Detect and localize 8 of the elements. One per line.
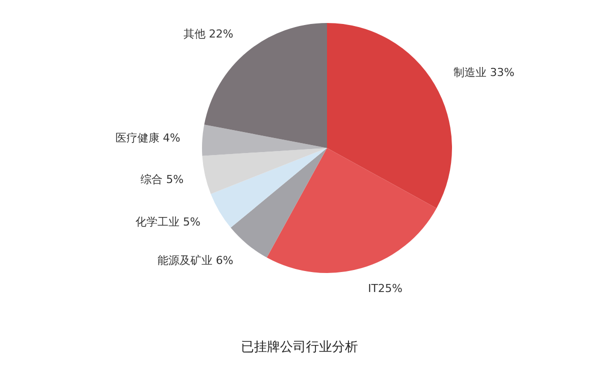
slice-label: 化学工业 5%: [136, 216, 200, 229]
text: 已挂牌公司行业分析: [240, 339, 359, 356]
slice-label: 综合 5%: [140, 172, 184, 186]
slice-label: 其他 22%: [183, 28, 234, 41]
slice-label: 能源及矿业 6%: [157, 254, 234, 268]
slice-label: 制造业 33%: [454, 66, 514, 80]
slice-label: 医疗健康 4%: [115, 132, 180, 145]
slice-label: IT25%: [368, 282, 402, 296]
